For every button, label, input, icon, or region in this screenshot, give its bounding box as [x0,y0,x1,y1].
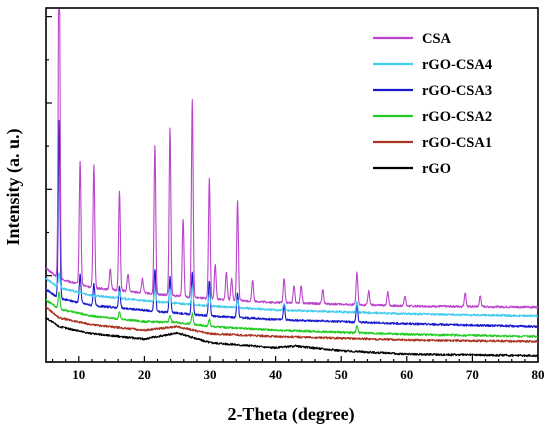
series-line-rgo-csa3 [45,119,539,329]
plot-border [45,7,539,363]
series-line-rgo [45,316,539,358]
x-tick-label: 20 [138,367,151,382]
x-tick-label: 10 [72,367,85,382]
legend-label: rGO-CSA1 [422,135,492,151]
series-line-rgo-csa2 [45,291,539,339]
x-tick-label: 70 [466,367,479,382]
series-line-rgo-csa4 [45,272,539,318]
x-tick-label: 30 [204,367,217,382]
y-axis-ticks [46,16,52,363]
legend-label: rGO-CSA3 [422,83,492,99]
x-tick-label: 60 [400,367,413,382]
series-layer [45,8,539,358]
y-axis-title: Intensity (a. u.) [3,128,24,245]
x-axis-ticks: 10 20 30 40 50 60 70 80 [51,356,545,382]
series-line-rgo-csa1 [45,306,539,344]
x-tick-label: 80 [532,367,545,382]
x-tick-label: 40 [269,367,282,382]
legend-label: CSA [422,31,452,47]
legend-label: rGO-CSA4 [422,57,492,73]
plot-frame [45,7,539,363]
legend-label: rGO [422,161,451,177]
legend-label: rGO-CSA2 [422,109,492,125]
x-axis-title: 2-Theta (degree) [227,404,354,425]
x-tick-label: 50 [335,367,348,382]
legend: CSA rGO-CSA4 rGO-CSA3 rGO-CSA2 rGO-CSA1 rGO [373,31,492,177]
series-line-csa [45,8,539,309]
